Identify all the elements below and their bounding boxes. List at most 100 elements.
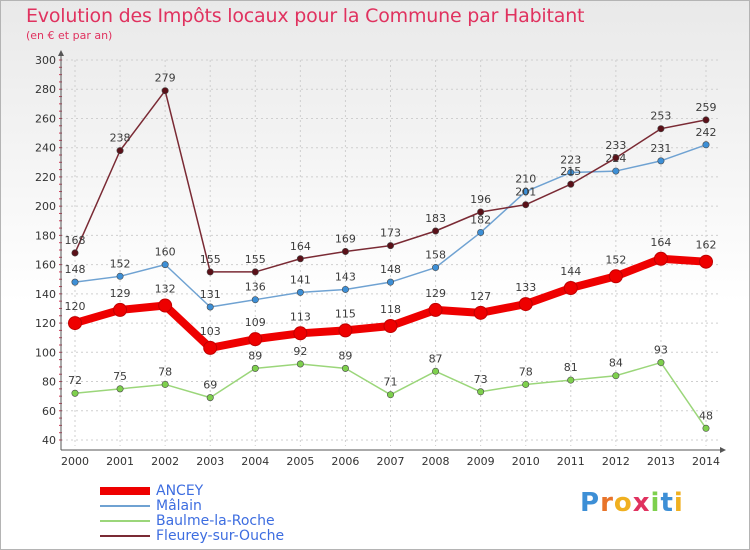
data-label-baulme-la-roche: 69 [203,379,217,392]
data-point-fleurey-sur-ouche [702,116,710,124]
y-axis-arrow [58,50,64,56]
logo-letter: i [673,488,684,518]
data-label-ancey: 118 [380,303,401,316]
data-point-ancey [608,269,623,284]
data-point-baulme-la-roche [522,380,530,388]
legend-swatch [100,520,150,522]
y-tick-label: 300 [35,54,56,67]
legend-swatch [100,505,150,507]
data-point-fleurey-sur-ouche [432,227,440,235]
data-label-baulme-la-roche: 81 [564,361,578,374]
data-point-ancey [68,316,82,331]
data-label-m-lain: 242 [696,126,717,139]
data-label-fleurey-sur-ouche: 196 [470,193,491,206]
data-label-ancey: 152 [605,253,626,266]
data-label-ancey: 127 [470,290,491,303]
data-point-baulme-la-roche [71,389,79,397]
data-label-baulme-la-roche: 48 [699,409,713,422]
x-tick-label: 2009 [467,455,495,468]
data-label-baulme-la-roche: 84 [609,357,623,370]
x-tick-label: 2000 [61,455,89,468]
x-tick-label: 2001 [106,455,134,468]
data-point-m-lain [161,261,169,269]
data-point-m-lain [116,272,124,280]
data-point-baulme-la-roche [251,364,259,372]
data-label-m-lain: 158 [425,249,446,262]
data-point-m-lain [296,288,304,296]
data-point-fleurey-sur-ouche [296,255,304,263]
data-label-fleurey-sur-ouche: 201 [515,186,536,199]
data-label-ancey: 133 [515,281,536,294]
data-point-ancey [248,332,263,347]
data-label-m-lain: 143 [335,270,356,283]
data-point-fleurey-sur-ouche [612,154,620,162]
legend-swatch [100,535,150,537]
data-label-baulme-la-roche: 73 [474,373,488,386]
y-tick-label: 80 [42,376,56,389]
data-label-fleurey-sur-ouche: 183 [425,212,446,225]
data-point-m-lain [386,278,394,286]
data-point-ancey [518,297,533,312]
y-tick-label: 220 [35,171,56,184]
data-label-ancey: 162 [696,239,717,252]
logo-letter: t [660,488,674,518]
data-point-ancey [563,281,578,295]
data-label-ancey: 103 [200,325,221,338]
y-tick-label: 140 [35,288,56,301]
data-label-baulme-la-roche: 75 [113,370,127,383]
x-axis-arrow [720,447,726,453]
y-tick-label: 180 [35,229,56,242]
data-label-m-lain: 152 [110,257,131,270]
legend-label: ANCEY [156,483,204,499]
data-label-ancey: 109 [245,316,266,329]
data-point-baulme-la-roche [116,385,124,393]
x-tick-label: 2012 [602,455,630,468]
data-point-m-lain [71,278,79,286]
data-label-baulme-la-roche: 71 [384,376,398,389]
data-label-m-lain: 210 [515,173,536,186]
data-point-m-lain [612,167,620,175]
data-label-ancey: 129 [110,287,131,300]
data-point-m-lain [477,228,485,236]
data-label-baulme-la-roche: 93 [654,344,668,357]
data-label-fleurey-sur-ouche: 169 [335,232,356,245]
x-tick-label: 2002 [151,455,179,468]
data-point-fleurey-sur-ouche [567,180,575,188]
data-label-baulme-la-roche: 89 [338,349,352,362]
data-point-m-lain [522,188,530,196]
data-label-m-lain: 182 [470,213,491,226]
data-point-ancey [293,326,308,341]
data-label-baulme-la-roche: 92 [293,345,307,358]
data-point-baulme-la-roche [567,376,575,384]
data-point-fleurey-sur-ouche [116,147,124,155]
data-point-ancey [699,254,713,269]
data-point-fleurey-sur-ouche [161,87,169,95]
data-point-baulme-la-roche [206,394,214,402]
y-tick-label: 120 [35,317,56,330]
data-label-fleurey-sur-ouche: 215 [560,165,581,178]
data-point-fleurey-sur-ouche [386,242,394,250]
y-tick-label: 40 [42,434,56,447]
data-point-ancey [428,302,443,317]
x-tick-label: 2006 [331,455,359,468]
data-label-fleurey-sur-ouche: 155 [200,253,221,266]
data-point-ancey [113,302,128,317]
x-tick-label: 2011 [557,455,585,468]
data-point-fleurey-sur-ouche [341,247,349,255]
data-point-ancey [473,305,488,320]
data-label-ancey: 164 [650,236,671,249]
data-point-m-lain [702,141,710,149]
legend-label: Fleurey-sur-Ouche [156,528,285,544]
chart-title: Evolution des Impôts locaux pour la Comm… [26,5,585,27]
chart-subtitle: (en € et par an) [26,29,113,42]
x-tick-label: 2014 [692,455,720,468]
data-label-fleurey-sur-ouche: 233 [605,139,626,152]
data-label-m-lain: 148 [380,263,401,276]
legend-label: Baulme-la-Roche [156,513,275,529]
data-point-baulme-la-roche [657,359,665,367]
data-label-ancey: 120 [65,300,86,313]
data-point-baulme-la-roche [296,360,304,368]
data-label-baulme-la-roche: 89 [248,349,262,362]
data-label-ancey: 144 [560,265,581,278]
data-label-fleurey-sur-ouche: 168 [65,234,86,247]
